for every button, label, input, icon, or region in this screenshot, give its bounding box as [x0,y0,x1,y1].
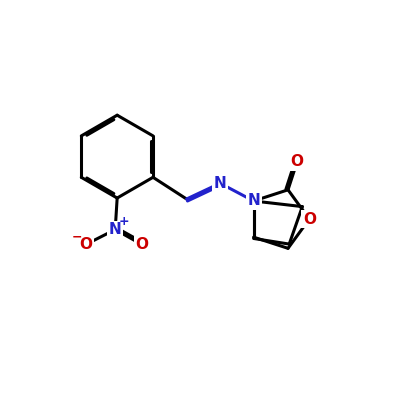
Text: O: O [79,237,92,252]
Text: N: N [247,194,260,208]
Text: N: N [214,176,226,191]
Text: −: − [72,230,82,243]
Text: O: O [303,212,316,226]
Text: N: N [109,222,122,237]
Text: O: O [291,154,304,169]
Text: O: O [136,237,148,252]
Text: +: + [118,215,129,228]
